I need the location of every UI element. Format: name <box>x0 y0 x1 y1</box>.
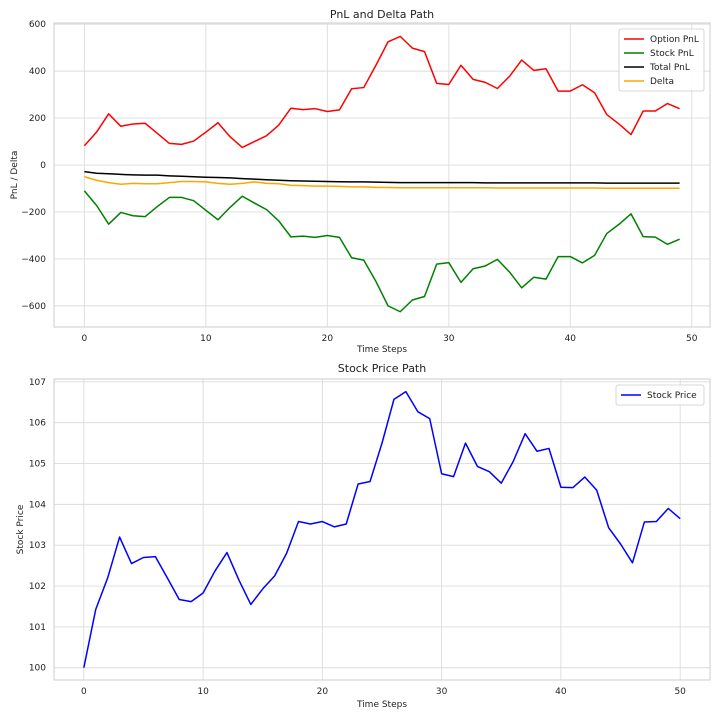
y-tick-label: 600 <box>29 20 46 30</box>
plot-area <box>54 379 710 680</box>
x-tick-label: 40 <box>555 687 567 697</box>
y-tick-label: −200 <box>21 208 46 218</box>
y-tick-label: 200 <box>29 114 46 124</box>
plot-frame <box>53 22 711 328</box>
x-tick-label: 0 <box>81 687 87 697</box>
x-tick-label: 20 <box>322 334 334 344</box>
x-axis-label: Time Steps <box>356 700 407 710</box>
series-line-total-pnl <box>84 170 680 184</box>
y-tick-label: 103 <box>29 541 46 551</box>
y-tick-label: −400 <box>21 255 46 265</box>
chart-1: 0 10 20 30 40 50 −600 −400 −200 0 200 400 600 PnL and… <box>10 8 711 355</box>
legend-label: Delta <box>650 77 674 87</box>
y-axis-label: Stock Price <box>16 504 26 554</box>
y-tick-label: 104 <box>29 500 46 510</box>
x-tick-label: 50 <box>674 687 686 697</box>
x-tick-label: 40 <box>565 334 577 344</box>
x-tick-label: 30 <box>443 334 455 344</box>
y-tick-label: 105 <box>29 460 46 470</box>
x-tick-label: 20 <box>317 687 329 697</box>
series-line-delta <box>84 176 680 190</box>
legend: Option PnL Stock PnL Total PnL Delta <box>618 28 705 92</box>
x-tick-label: 30 <box>436 687 448 697</box>
y-tick-label: −600 <box>21 302 46 312</box>
legend-label: Stock Price <box>647 391 697 401</box>
series-line-stock-price <box>83 390 681 668</box>
y-tick-label: 107 <box>29 378 46 388</box>
y-tick-label: 106 <box>29 419 46 429</box>
legend-box <box>615 384 705 406</box>
x-tick-label: 10 <box>200 334 212 344</box>
legend: Stock Price <box>615 384 705 406</box>
plot-frame <box>53 378 711 681</box>
legend-label: Total PnL <box>649 63 690 73</box>
y-tick-label: 400 <box>29 67 46 77</box>
y-tick-label: 101 <box>29 623 46 633</box>
series-line-stock-pnl <box>83 190 680 313</box>
x-tick-label: 50 <box>686 334 698 344</box>
legend-label: Stock PnL <box>650 49 694 59</box>
y-axis-label: PnL / Delta <box>10 151 20 200</box>
chart-2: 0 10 20 30 40 50 100 101 102 103 104 105 106 107 Stock… <box>16 362 711 710</box>
x-axis-label: Time Steps <box>356 345 407 355</box>
legend-box <box>618 28 705 92</box>
y-tick-label: 102 <box>29 582 46 592</box>
series-line-option-pnl <box>83 35 680 149</box>
x-tick-label: 10 <box>197 687 209 697</box>
y-tick-label: 100 <box>29 664 46 674</box>
chart-title: PnL and Delta Path <box>330 8 434 21</box>
y-tick-label: 0 <box>40 161 46 171</box>
chart-title: Stock Price Path <box>338 362 426 375</box>
legend-label: Option PnL <box>650 35 699 45</box>
x-tick-label: 0 <box>82 334 88 344</box>
